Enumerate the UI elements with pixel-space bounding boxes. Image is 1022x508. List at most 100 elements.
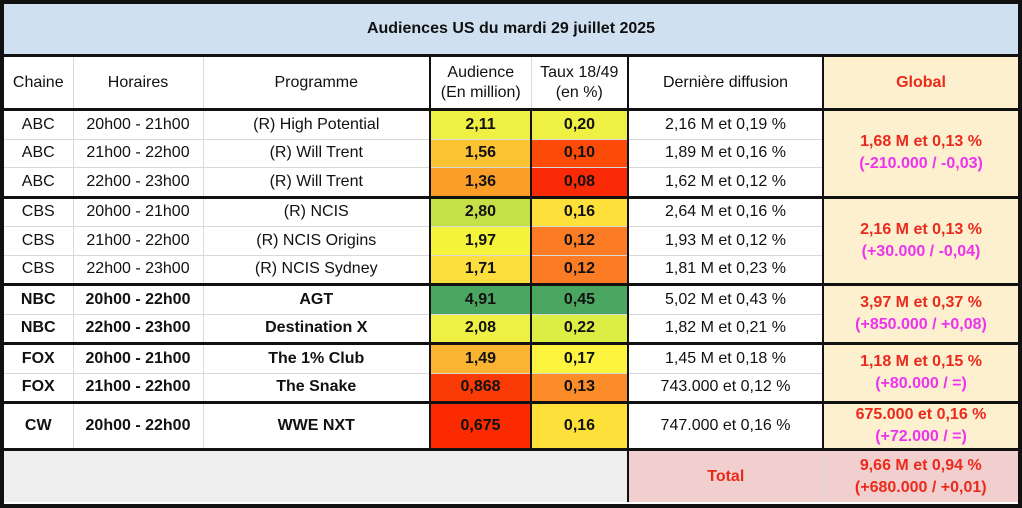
table-row: ABC 21h00 - 22h00 (R) Will Trent 1,56 0,… xyxy=(4,138,1018,168)
total-row: Total 9,66 M et 0,94 % (+680.000 / +0,01) xyxy=(4,449,1019,502)
cell-chaine: FOX xyxy=(4,372,73,404)
table-row: CBS 21h00 - 22h00 (R) NCIS Origins 1,97 … xyxy=(4,226,1018,255)
global-cw-delta: (+72.000 / =) xyxy=(875,428,967,445)
cell-horaires: 22h00 - 23h00 xyxy=(72,167,203,199)
cell-audience: 2,11 xyxy=(429,109,531,139)
cell-horaires: 21h00 - 22h00 xyxy=(72,226,203,255)
global-fox-main: 1,18 M et 0,15 % xyxy=(860,353,982,370)
cell-taux: 0,16 xyxy=(530,196,628,227)
global-cw: 675.000 et 0,16 % (+72.000 / =) xyxy=(821,402,1019,451)
total-blank-cell xyxy=(4,449,629,502)
total-value: 9,66 M et 0,94 % (+680.000 / +0,01) xyxy=(822,449,1019,502)
header-chaine: Chaine xyxy=(4,55,73,111)
cell-audience: 1,71 xyxy=(429,254,531,286)
cell-programme: (R) NCIS xyxy=(202,196,430,227)
global-nbc-delta: (+850.000 / +0,08) xyxy=(855,316,987,333)
cell-horaires: 21h00 - 22h00 xyxy=(72,138,203,168)
cell-audience: 1,97 xyxy=(429,226,531,255)
cell-horaires: 20h00 - 22h00 xyxy=(72,284,203,314)
global-abc: 1,68 M et 0,13 % (-210.000 / -0,03) xyxy=(821,109,1019,199)
cell-taux: 0,20 xyxy=(530,109,628,139)
total-delta: (+680.000 / +0,01) xyxy=(854,478,987,496)
cell-derniere-diffusion: 1,62 M et 0,12 % xyxy=(627,167,823,199)
cell-taux: 0,45 xyxy=(530,284,628,314)
cell-derniere-diffusion: 1,89 M et 0,16 % xyxy=(627,138,823,168)
header-derniere-diffusion: Dernière diffusion xyxy=(627,55,823,111)
cell-derniere-diffusion: 1,81 M et 0,23 % xyxy=(627,254,823,286)
cell-chaine: CBS xyxy=(4,254,73,286)
global-nbc: 3,97 M et 0,37 % (+850.000 / +0,08) xyxy=(821,284,1019,345)
cell-derniere-diffusion: 1,45 M et 0,18 % xyxy=(627,343,823,373)
cell-programme: (R) Will Trent xyxy=(202,138,430,168)
header-taux: Taux 18/49 (en %) xyxy=(530,55,628,111)
cell-derniere-diffusion: 743.000 et 0,12 % xyxy=(627,372,823,404)
header-programme: Programme xyxy=(202,55,430,111)
cell-programme: (R) High Potential xyxy=(202,109,430,139)
global-abc-delta: (-210.000 / -0,03) xyxy=(859,155,983,173)
cell-derniere-diffusion: 2,64 M et 0,16 % xyxy=(627,196,823,227)
total-main: 9,66 M et 0,94 % xyxy=(859,456,982,474)
global-cbs-main: 2,16 M et 0,13 % xyxy=(860,220,982,238)
table-title: Audiences US du mardi 29 juillet 2025 xyxy=(4,4,1019,57)
cell-programme: The Snake xyxy=(202,372,430,404)
table-row: FOX 20h00 - 21h00 The 1% Club 1,49 0,17 … xyxy=(4,343,1019,404)
cell-chaine: NBC xyxy=(4,313,73,345)
cell-taux: 0,22 xyxy=(530,313,628,345)
cell-chaine: NBC xyxy=(4,284,73,314)
cell-derniere-diffusion: 2,16 M et 0,19 % xyxy=(627,109,823,139)
table-row: ABC 22h00 - 23h00 (R) Will Trent 1,36 0,… xyxy=(4,167,1018,199)
header-audience-line1: Audience xyxy=(447,63,515,81)
cell-taux: 0,10 xyxy=(530,138,628,168)
cell-programme: The 1% Club xyxy=(202,343,430,373)
global-cbs: 2,16 M et 0,13 % (+30.000 / -0,04) xyxy=(821,196,1019,286)
global-nbc-main: 3,97 M et 0,37 % xyxy=(860,294,982,311)
header-global: Global xyxy=(821,55,1019,111)
cell-taux: 0,12 xyxy=(530,254,628,286)
cell-audience: 2,80 xyxy=(429,196,531,227)
cell-horaires: 21h00 - 22h00 xyxy=(72,372,203,404)
header-taux-line1: Taux 18/49 xyxy=(540,63,619,81)
global-cbs-delta: (+30.000 / -0,04) xyxy=(861,242,981,260)
cell-audience: 0,868 xyxy=(429,372,531,404)
table-row: CBS 20h00 - 21h00 (R) NCIS 2,80 0,16 2,6… xyxy=(4,196,1019,286)
cell-programme: WWE NXT xyxy=(202,402,430,451)
table-row: CBS 22h00 - 23h00 (R) NCIS Sydney 1,71 0… xyxy=(4,254,1018,286)
total-label: Total xyxy=(627,449,823,502)
global-fox: 1,18 M et 0,15 % (+80.000 / =) xyxy=(821,343,1019,404)
global-cw-main: 675.000 et 0,16 % xyxy=(855,406,987,423)
cell-taux: 0,13 xyxy=(530,372,628,404)
cell-chaine: CW xyxy=(4,402,73,451)
cell-derniere-diffusion: 747.000 et 0,16 % xyxy=(627,402,823,451)
global-abc-main: 1,68 M et 0,13 % xyxy=(860,133,982,151)
cell-horaires: 20h00 - 21h00 xyxy=(72,343,203,373)
cell-chaine: ABC xyxy=(4,167,73,199)
cell-taux: 0,12 xyxy=(530,226,628,255)
header-row: Chaine Horaires Programme Audience (En mi… xyxy=(4,55,1019,111)
cell-programme: Destination X xyxy=(202,313,430,345)
cell-horaires: 22h00 - 23h00 xyxy=(72,254,203,286)
cell-derniere-diffusion: 5,02 M et 0,43 % xyxy=(627,284,823,314)
audience-table: Audiences US du mardi 29 juillet 2025 Ch… xyxy=(4,4,1019,502)
header-audience: Audience (En million) xyxy=(429,55,531,111)
header-horaires: Horaires xyxy=(72,55,203,111)
table-row: NBC 22h00 - 23h00 Destination X 2,08 0,2… xyxy=(4,313,1018,345)
cell-audience: 1,36 xyxy=(429,167,531,199)
header-audience-line2: (En million) xyxy=(440,83,521,101)
cell-audience: 1,56 xyxy=(429,138,531,168)
cell-audience: 4,91 xyxy=(429,284,531,314)
header-taux-line2: (en %) xyxy=(555,83,603,101)
table-row: FOX 21h00 - 22h00 The Snake 0,868 0,13 7… xyxy=(4,372,1018,404)
cell-audience: 2,08 xyxy=(429,313,531,345)
cell-horaires: 22h00 - 23h00 xyxy=(72,313,203,345)
cell-horaires: 20h00 - 21h00 xyxy=(72,196,203,227)
cell-programme: (R) NCIS Origins xyxy=(202,226,430,255)
cell-chaine: CBS xyxy=(4,196,73,227)
cell-chaine: ABC xyxy=(4,138,73,168)
cell-programme: AGT xyxy=(202,284,430,314)
cell-derniere-diffusion: 1,82 M et 0,21 % xyxy=(627,313,823,345)
cell-chaine: ABC xyxy=(4,109,73,139)
cell-taux: 0,08 xyxy=(530,167,628,199)
cell-chaine: CBS xyxy=(4,226,73,255)
cell-horaires: 20h00 - 22h00 xyxy=(72,402,203,451)
